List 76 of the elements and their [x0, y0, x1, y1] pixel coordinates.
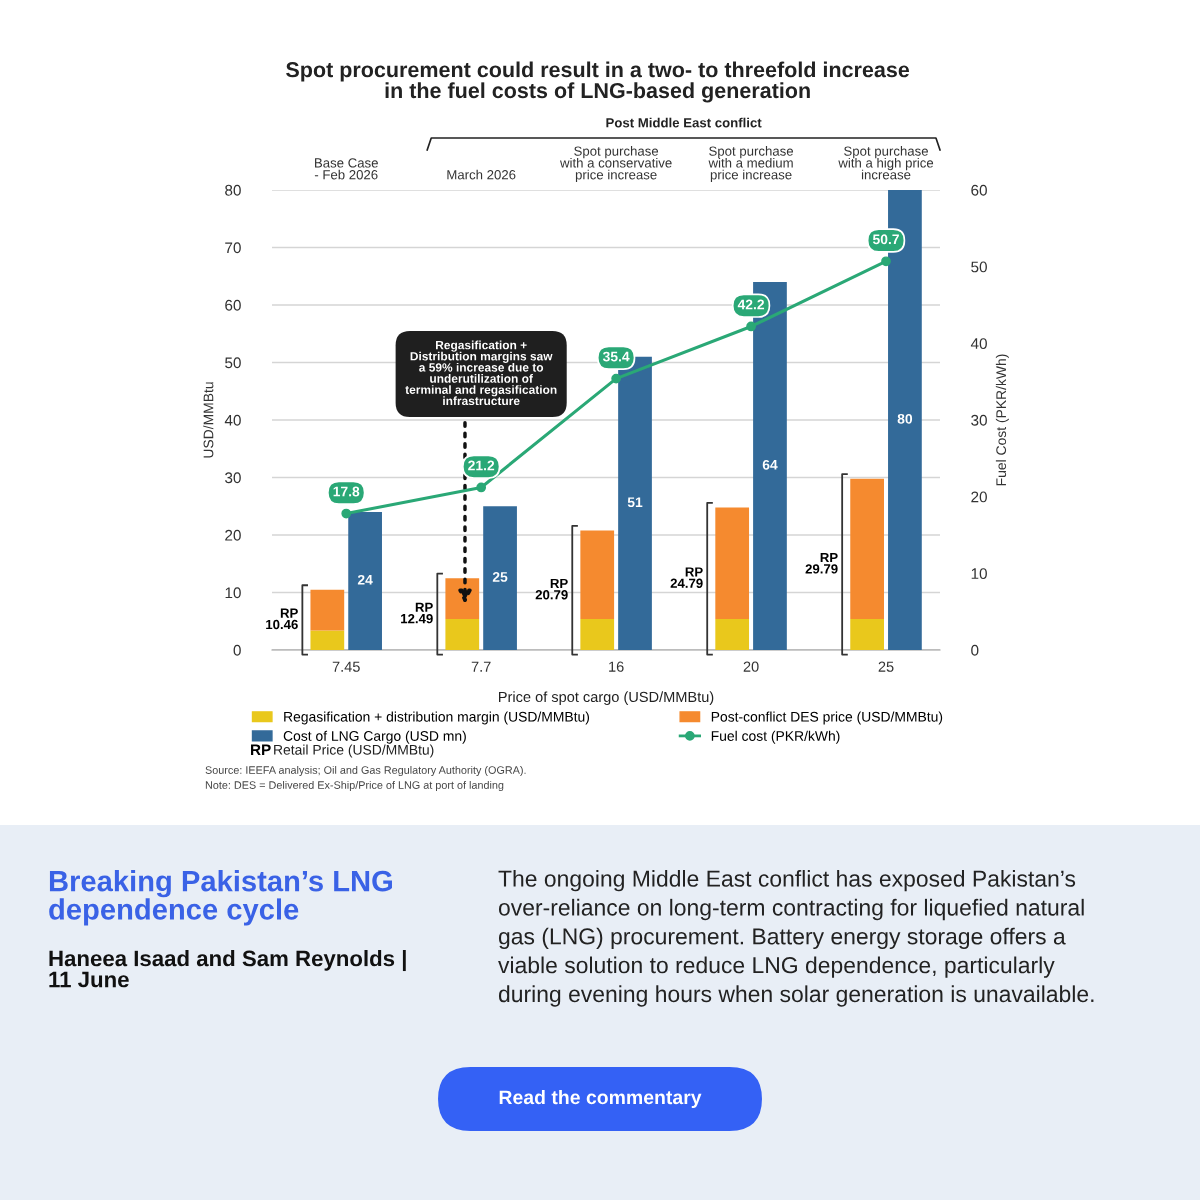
text: Base Case - Feb 2026: [314, 158, 378, 180]
y-tick-label: 50: [225, 357, 241, 369]
total-label: RP 12.49: [401, 602, 433, 624]
x-tick-label: 25: [878, 661, 894, 672]
text: Post Middle East conflict: [606, 117, 762, 128]
data-label: 51: [627, 497, 643, 508]
text: March 2026: [447, 169, 516, 180]
bar: [310, 630, 345, 650]
bar: [445, 618, 480, 650]
legend-label: Regasification + distribution margin (USD/MMBtu): [284, 711, 590, 725]
text: Spot purchase with a high price increase: [838, 146, 934, 180]
data-label: 64: [762, 459, 778, 470]
data-label: 42.2: [737, 299, 765, 310]
y-tick-label: 10: [225, 587, 241, 599]
text: Read the commentary: [499, 1089, 702, 1109]
y-tick-label: 40: [224, 414, 241, 426]
total-label: RP 24.79: [670, 567, 703, 588]
y2-tick-label: 10: [971, 568, 987, 580]
text: Note: DES = Delivered Ex-Ship/Price of LNG at port of landing: [205, 780, 504, 792]
bar: [850, 618, 884, 650]
point: [881, 256, 891, 267]
text: RP: [251, 744, 271, 755]
text: Breaking Pakistan’s LNG dependence cycle: [49, 870, 392, 926]
x-tick-label: 7.7: [471, 661, 491, 672]
y2-axis-title: Fuel Cost (PKR/kWh): [995, 354, 1009, 486]
y2-tick-label: 50: [971, 261, 987, 273]
chart-title: Spot procurement could result in a two- to threefold increase in the fuel costs of LNG-based generation: [286, 61, 910, 103]
y-axis-title: USD/MMBtu: [203, 382, 214, 458]
y2-tick-label: 20: [971, 491, 987, 503]
bar: [715, 507, 750, 619]
data-label: 50.7: [872, 234, 899, 245]
bar: [580, 530, 615, 619]
x-tick-label: 20: [743, 661, 759, 672]
bar: [483, 506, 517, 650]
y2-tick-label: 0: [971, 644, 979, 656]
bar: [580, 618, 615, 650]
bar: [715, 618, 750, 650]
bar: [310, 589, 345, 631]
y-tick-label: 80: [225, 184, 241, 196]
y-tick-label: 70: [225, 242, 241, 254]
y-tick-label: 60: [225, 299, 241, 311]
y2-tick-label: 30: [971, 414, 987, 426]
legend-label: Fuel cost (PKR/kWh): [711, 730, 840, 744]
x-tick-label: 16: [609, 661, 624, 672]
total-label: RP 10.46: [266, 608, 298, 630]
text: Spot purchase with a conservative price increase: [560, 146, 672, 182]
total-label: RP 29.79: [805, 553, 838, 574]
data-label: 80: [897, 413, 913, 424]
data-label: 25: [492, 572, 508, 582]
data-label: 24: [357, 574, 373, 585]
point: [341, 508, 352, 519]
bar: [348, 512, 382, 650]
y-tick-label: 0: [233, 644, 241, 656]
legend-label: Post-conflict DES price (USD/MMBtu): [711, 711, 943, 725]
source-note: Source: IEEFA analysis; Oil and Gas Regulatory Authority (OGRA).: [205, 765, 526, 777]
text: Haneea Isaad and Sam Reynolds | 11 June: [49, 950, 406, 988]
annotation: Regasification + Distribution margins saw a 59% increase due to underutilization of terminal and regasification infrastructure: [405, 340, 557, 406]
point: [476, 482, 487, 493]
y2-tick-label: 60: [971, 184, 987, 196]
data-label: 35.4: [602, 351, 630, 362]
point: [746, 321, 756, 332]
bar: [445, 578, 480, 619]
text: Spot purchase with a medium price increase: [708, 146, 794, 182]
x-axis-title: Price of spot cargo (USD/MMBtu): [499, 691, 714, 705]
data-label: 17.8: [333, 486, 360, 497]
x-tick-label: 7.45: [332, 661, 360, 672]
legend-label: Cost of LNG Cargo (USD mn): [283, 730, 466, 744]
y2-tick-label: 40: [970, 338, 987, 350]
data-label: 21.2: [468, 460, 495, 471]
text: The ongoing Middle East conflict has exposed Pakistan’s over-reliance on long-term contracting for liquefied natural gas (LNG) procurement. Battery energy storage offers a viable solution to reduce LNG dependence, particularly during evening hours when solar generation is unavailable.: [498, 870, 1094, 1007]
total-label: RP 20.79: [535, 578, 568, 600]
y-tick-label: 30: [225, 472, 241, 484]
y-tick-label: 20: [225, 529, 241, 541]
point: [611, 373, 621, 384]
bar: [850, 478, 884, 619]
text: Retail Price (USD/MMBtu): [274, 744, 434, 758]
